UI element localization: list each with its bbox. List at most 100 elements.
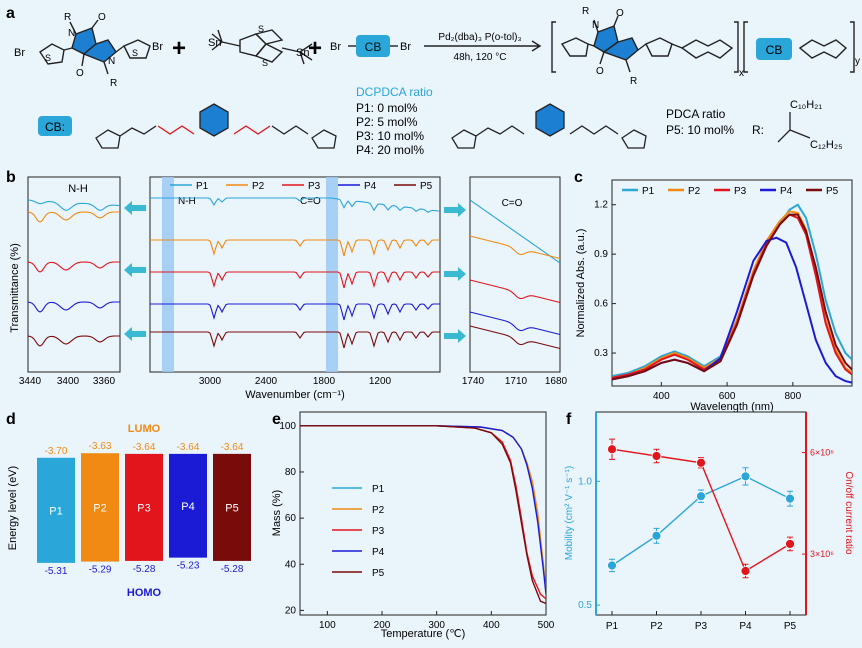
f-point-mobility (696, 491, 706, 502)
c-xtick-label: 600 (719, 391, 736, 402)
panel-label-a: a (6, 5, 15, 22)
product-r-bottom: R (630, 76, 637, 87)
product-bonds (587, 15, 683, 73)
cb-br-left: Br (330, 41, 341, 53)
b-arrow-left-1 (124, 201, 146, 215)
product-o-bottom: O (596, 66, 604, 77)
r-group-label: R: (752, 123, 764, 137)
b-left-tick-1: 3440 (19, 376, 42, 387)
pdca-pyridine (535, 103, 565, 137)
panel-f: f P1 P2 P3 P4 P5 0.5 1.0 3×10⁶ 6×10⁶ Mobility (c… (564, 411, 854, 632)
e-xtick-label: 100 (319, 620, 336, 631)
e-curves (300, 425, 546, 605)
e-legend-label: P4 (372, 547, 385, 558)
b-legend-label: P2 (252, 181, 265, 192)
pdca-title: PDCA ratio (666, 107, 726, 121)
e-ytick-label: 20 (285, 605, 297, 616)
f-point-onoff (696, 457, 706, 468)
dcpdca-line-2: P2: 5 mol% (356, 115, 418, 129)
c-legend-label: P3 (734, 186, 747, 197)
tt-s-bottom: S (262, 58, 268, 68)
d-lumo-value: -3.70 (45, 446, 68, 457)
panel-label-b: b (6, 169, 16, 186)
e-ytick-label: 80 (285, 467, 297, 478)
dcpdca-thiophene-left (95, 129, 121, 149)
d-bars: P1 -3.70 -5.31 P2 -3.63 -5.29 P3 -3.64 -5.28 P4 -3… (37, 441, 251, 577)
c-xlabel: Wavelength (nm) (690, 401, 773, 413)
panel-label-f: f (566, 411, 572, 428)
c-ytick-label: 0.3 (594, 348, 608, 359)
f-point-mobility (740, 471, 751, 482)
d-bar-label: P1 (49, 505, 62, 517)
reaction-conditions: 48h, 120 °C (454, 52, 507, 63)
pdca-structure (451, 103, 647, 149)
e-ylabel: Mass (%) (271, 490, 283, 536)
dcpdca-line-3: P3: 10 mol% (356, 129, 424, 143)
dcpdca-structure (95, 103, 337, 149)
c-ytick-label: 0.6 (594, 299, 608, 310)
d-lumo-value: -3.63 (89, 441, 112, 452)
r-group-chain (777, 112, 811, 143)
f-xtick-label: P5 (784, 621, 797, 632)
e-xtick-label: 200 (374, 620, 391, 631)
product-y: y (855, 56, 860, 67)
b-main-curves (150, 197, 440, 349)
c-legend: P1 P2 P3 P4 P5 (622, 186, 839, 197)
b-right-series-p4 (470, 311, 560, 336)
d-bar-p3 (125, 453, 163, 561)
e-series-p5 (300, 425, 546, 605)
d-bar-label: P2 (93, 502, 106, 514)
f-left-tick-label: 1.0 (578, 476, 592, 487)
d-lumo-value: -3.64 (133, 442, 156, 453)
e-legend: P1 P2 P3 P4 P5 (332, 484, 385, 579)
d-bar-label: P4 (181, 501, 194, 513)
b-right-series-p1 (470, 199, 560, 264)
b-left-series-p5 (28, 335, 120, 347)
r-group-c12: C₁₂H₂₅ (810, 139, 843, 151)
dcpdca-title: DCPDCA ratio (356, 85, 433, 99)
b-left-series-p2 (28, 211, 120, 223)
c-legend-label: P2 (688, 186, 701, 197)
c-axes: 400 600 800 0.3 0.6 0.9 1.2 (594, 200, 802, 402)
f-point-onoff (607, 444, 617, 455)
e-axes: 100 200 300 400 500 20 40 60 80 100 (279, 421, 554, 631)
product-o-top: O (616, 8, 624, 19)
c-curves (612, 203, 852, 384)
b-right-series-p5 (470, 325, 560, 350)
product-thiophene-1 (560, 37, 589, 57)
panel-label-d: d (6, 411, 16, 428)
d-homo-value: -5.28 (133, 564, 156, 575)
dpp-br-right: Br (152, 41, 163, 53)
sn-left-bond (211, 29, 241, 51)
sn-right-bond (281, 43, 313, 65)
b-xtick-2: 2400 (255, 376, 278, 387)
c-ytick-label: 1.2 (594, 200, 608, 211)
d-homo-title: HOMO (127, 587, 162, 599)
f-right-tick-label: 6×10⁶ (810, 448, 834, 458)
b-xtick-1: 3000 (199, 376, 222, 387)
cb-br-right: Br (400, 41, 411, 53)
dpp-r-bottom-bond (103, 61, 109, 75)
c-legend-label: P1 (642, 186, 655, 197)
b-ylabel: Transmittance (%) (9, 243, 21, 332)
pdca-chain-right (569, 125, 619, 135)
b-left-tick-3: 3360 (93, 376, 116, 387)
product-bracket-right (850, 21, 855, 73)
f-ylabel-right: On/off current ratio (843, 471, 854, 555)
panel-label-e: e (272, 411, 281, 428)
cb-label-box (38, 116, 72, 136)
product-tt (680, 39, 734, 59)
b-arrow-left-3 (124, 327, 146, 341)
f-point-onoff (651, 451, 662, 461)
product-bracket-left (551, 21, 556, 73)
b-arrow-right-3 (444, 329, 466, 343)
product-r-top: R (582, 6, 589, 17)
f-xtick-label: P1 (606, 621, 619, 632)
dpp-carbonyl-top (91, 19, 99, 29)
panel-d: d Energy level (eV) LUMO HOMO P1 -3.70 -5.… (6, 411, 251, 599)
thiophene-right (123, 39, 151, 59)
product-cb-label: CB (766, 43, 783, 57)
f-xtick-label: P2 (650, 621, 663, 632)
d-lumo-value: -3.64 (221, 442, 244, 453)
plus-sign-2: + (308, 35, 322, 62)
